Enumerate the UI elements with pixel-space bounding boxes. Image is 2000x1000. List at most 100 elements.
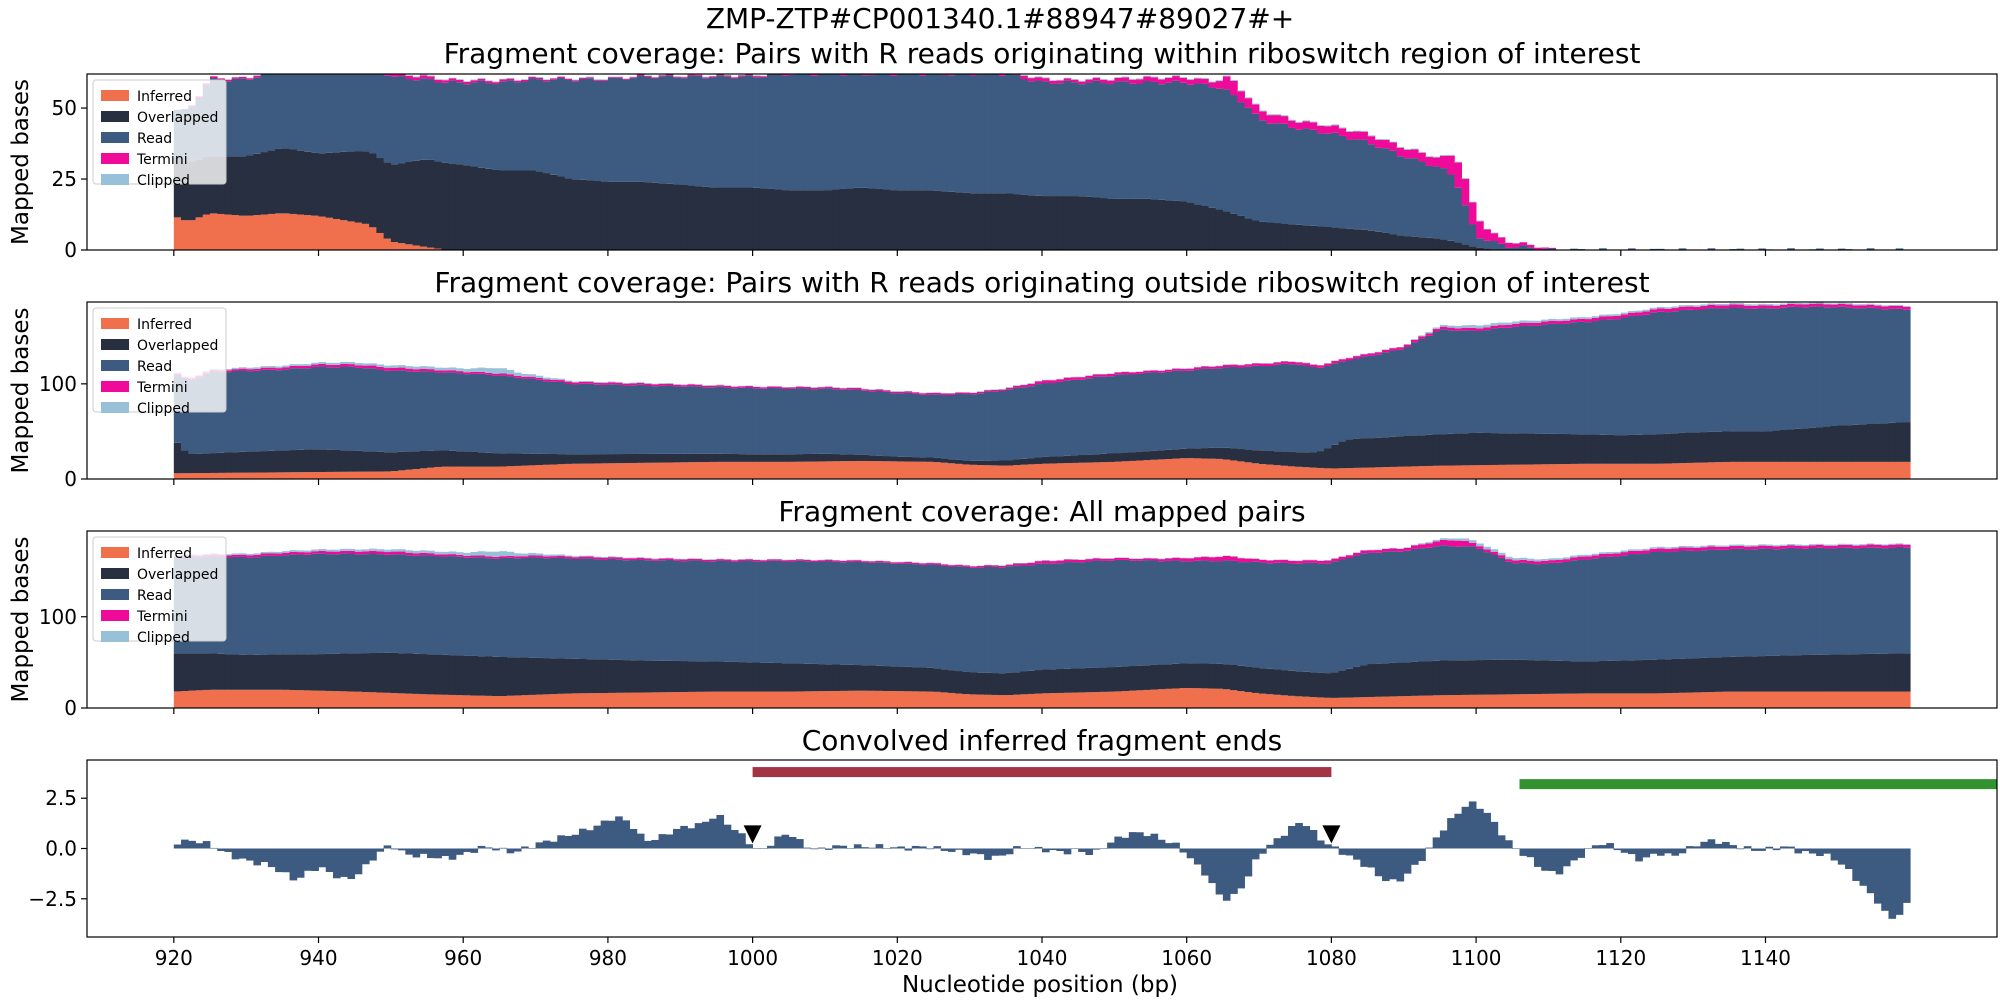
bar-termini bbox=[1533, 561, 1542, 565]
legend-swatch bbox=[101, 568, 129, 579]
conv-bar bbox=[1678, 848, 1687, 854]
bar-overlapped bbox=[658, 183, 667, 250]
bar-overlapped bbox=[1816, 654, 1824, 692]
legend-swatch bbox=[101, 360, 129, 371]
bar-overlapped bbox=[1128, 198, 1137, 250]
bar-termini bbox=[875, 389, 884, 391]
bar-overlapped bbox=[1237, 449, 1245, 462]
bar-read bbox=[296, 74, 305, 151]
bar-read bbox=[774, 388, 782, 455]
bar-overlapped bbox=[933, 457, 942, 463]
bar-overlapped bbox=[398, 653, 406, 694]
bar-clipped bbox=[564, 555, 573, 557]
bar-read bbox=[304, 554, 312, 655]
bar-clipped bbox=[1367, 135, 1376, 137]
bar-read bbox=[325, 74, 334, 153]
bar-clipped bbox=[694, 558, 703, 560]
bar-overlapped bbox=[832, 189, 840, 250]
bar-overlapped bbox=[1208, 663, 1217, 689]
bar-read bbox=[890, 75, 898, 191]
bar-termini bbox=[911, 392, 920, 394]
bar-termini bbox=[1483, 327, 1491, 331]
bar-inferred bbox=[716, 691, 725, 708]
bar-overlapped bbox=[969, 193, 978, 250]
bar-read bbox=[853, 74, 862, 188]
bar-clipped bbox=[484, 551, 493, 557]
bar-read bbox=[1823, 307, 1831, 427]
bar-termini bbox=[506, 555, 515, 558]
bar-overlapped bbox=[1367, 438, 1376, 468]
bar-clipped bbox=[1613, 314, 1622, 316]
bar-overlapped bbox=[1215, 209, 1224, 250]
y-tick-label: 0.0 bbox=[45, 837, 77, 861]
panel-title: Fragment coverage: All mapped pairs bbox=[778, 495, 1305, 528]
bar-overlapped bbox=[607, 659, 616, 693]
bar-clipped bbox=[550, 554, 558, 557]
bar-overlapped bbox=[1078, 455, 1086, 463]
bar-termini bbox=[492, 82, 500, 85]
bar-read bbox=[318, 366, 327, 450]
bar-read bbox=[383, 370, 392, 453]
bar-clipped bbox=[332, 362, 341, 365]
bar-clipped bbox=[1779, 303, 1788, 305]
bar-termini bbox=[499, 556, 508, 558]
conv-bar bbox=[1164, 843, 1173, 849]
bar-termini bbox=[1316, 560, 1325, 564]
bar-inferred bbox=[1468, 465, 1477, 479]
conv-bar bbox=[796, 839, 804, 849]
bar-clipped bbox=[1620, 312, 1629, 315]
bar-read bbox=[571, 558, 580, 659]
bar-read bbox=[615, 559, 623, 660]
bar-inferred bbox=[947, 463, 956, 479]
bar-read bbox=[1186, 561, 1195, 664]
y-axis-label: Mapped bases bbox=[8, 307, 34, 473]
bar-clipped bbox=[578, 555, 587, 557]
bar-read bbox=[644, 385, 652, 454]
bar-overlapped bbox=[1042, 669, 1050, 694]
bar-overlapped bbox=[441, 162, 450, 250]
bar-overlapped bbox=[369, 653, 377, 693]
bar-clipped bbox=[1512, 321, 1520, 324]
bar-clipped bbox=[506, 78, 515, 79]
bar-read bbox=[1577, 559, 1586, 662]
bar-termini bbox=[593, 79, 602, 81]
bar-read bbox=[1345, 558, 1354, 669]
bar-termini bbox=[1295, 561, 1303, 564]
bar-inferred bbox=[528, 465, 536, 479]
bar-overlapped bbox=[723, 453, 732, 462]
bar-overlapped bbox=[1852, 654, 1860, 692]
bar-termini bbox=[1324, 126, 1332, 134]
bar-read bbox=[390, 554, 399, 653]
bar-inferred bbox=[1541, 464, 1549, 479]
bar-termini bbox=[1331, 125, 1340, 133]
bar-inferred bbox=[1172, 458, 1180, 479]
bar-termini bbox=[694, 384, 703, 387]
bar-read bbox=[1302, 365, 1311, 453]
bar-termini bbox=[398, 367, 406, 371]
bar-termini bbox=[882, 390, 891, 392]
bar-termini bbox=[1157, 79, 1166, 85]
bar-termini bbox=[1360, 131, 1368, 140]
bar-read bbox=[1287, 127, 1296, 225]
bar-termini bbox=[788, 560, 797, 562]
bar-read bbox=[1613, 556, 1622, 661]
bar-clipped bbox=[434, 79, 442, 80]
bar-inferred bbox=[550, 694, 558, 708]
bar-overlapped bbox=[1548, 660, 1557, 694]
bar-termini bbox=[1042, 380, 1050, 384]
bar-overlapped bbox=[752, 662, 761, 692]
bar-overlapped bbox=[1859, 654, 1868, 692]
x-tick-label: 1000 bbox=[727, 946, 778, 970]
bar-overlapped bbox=[1287, 670, 1296, 696]
bar-overlapped bbox=[1302, 225, 1311, 250]
bar-read bbox=[1505, 561, 1513, 660]
bar-read bbox=[1280, 123, 1289, 224]
bar-overlapped bbox=[267, 450, 276, 473]
bar-read bbox=[803, 561, 811, 664]
conv-bar bbox=[1801, 848, 1810, 852]
bar-read bbox=[1468, 546, 1477, 661]
bar-inferred bbox=[1099, 691, 1108, 708]
bar-read bbox=[1461, 205, 1470, 245]
bar-clipped bbox=[521, 79, 529, 80]
bar-inferred bbox=[564, 693, 573, 708]
